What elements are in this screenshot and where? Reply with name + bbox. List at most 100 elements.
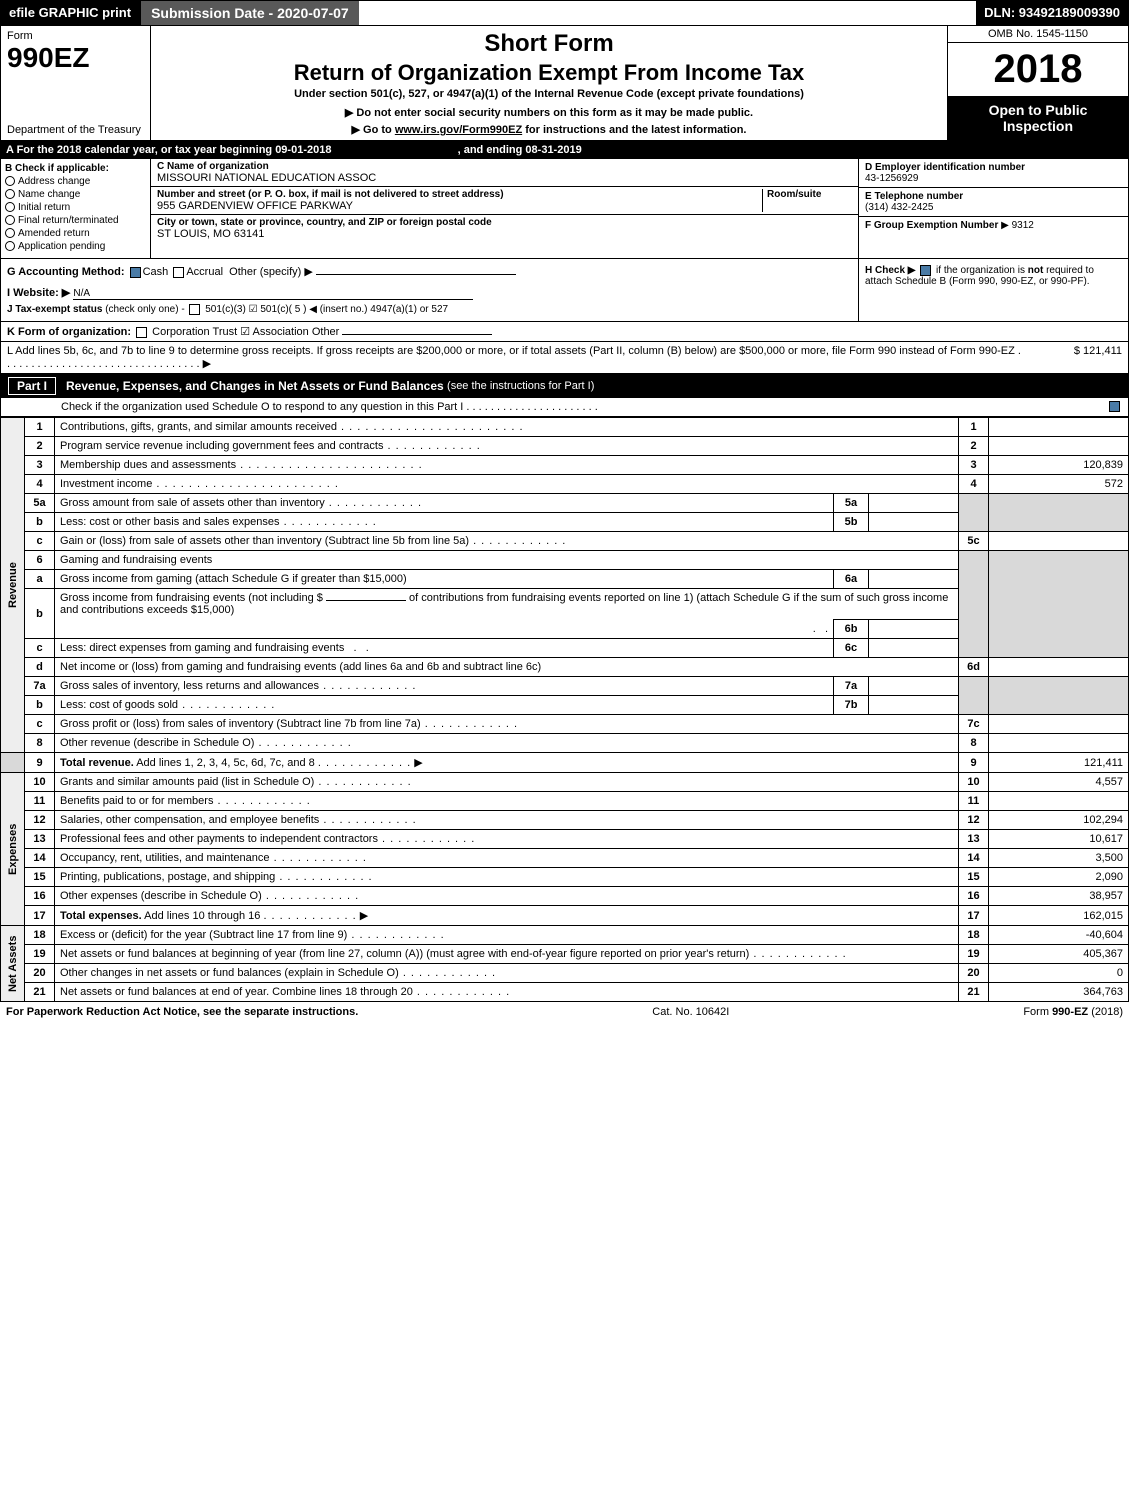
- department: Department of the Treasury: [7, 124, 144, 136]
- b-title: B Check if applicable:: [5, 163, 146, 174]
- j-note: (check only one) -: [105, 304, 184, 315]
- line7c-ln: 7c: [959, 715, 989, 734]
- goto-link[interactable]: www.irs.gov/Form990EZ: [395, 124, 522, 136]
- part1-label: Part I: [8, 377, 56, 395]
- chk-name[interactable]: Name change: [5, 189, 146, 200]
- chk-address[interactable]: Address change: [5, 176, 146, 187]
- check-b-column: B Check if applicable: Address change Na…: [1, 159, 151, 258]
- line8-desc: Other revenue (describe in Schedule O): [55, 734, 959, 753]
- j-501c3[interactable]: [189, 304, 200, 315]
- line11-ln: 11: [959, 792, 989, 811]
- line19-desc: Net assets or fund balances at beginning…: [55, 945, 959, 964]
- line17-amt: 162,015: [989, 906, 1129, 926]
- line7-grey: [959, 677, 989, 715]
- group-exempt-cell: F Group Exemption Number ▶ 9312: [859, 217, 1128, 234]
- efile-print[interactable]: efile GRAPHIC print: [1, 1, 139, 25]
- line6d-num: d: [25, 658, 55, 677]
- form-number: 990EZ: [7, 42, 144, 74]
- line1-desc: Contributions, gifts, grants, and simila…: [55, 418, 959, 437]
- chk-pending[interactable]: Application pending: [5, 241, 146, 252]
- line6c-desc: Less: direct expenses from gaming and fu…: [55, 639, 834, 658]
- line6a-sub: 6a: [834, 570, 869, 589]
- line7a-num: 7a: [25, 677, 55, 696]
- line6b-desc-bot: . .: [55, 620, 834, 639]
- main-title: Return of Organization Exempt From Incom…: [161, 60, 937, 86]
- line6a-subval: [869, 570, 959, 589]
- line6b-subval: [869, 620, 959, 639]
- k-corp[interactable]: [136, 327, 147, 338]
- footer-left: For Paperwork Reduction Act Notice, see …: [6, 1006, 358, 1018]
- line5b-desc: Less: cost or other basis and sales expe…: [55, 513, 834, 532]
- line5a-desc: Gross amount from sale of assets other t…: [55, 494, 834, 513]
- chk-address-label: Address change: [18, 176, 90, 187]
- form-label: Form: [7, 30, 144, 42]
- check-o-box[interactable]: [1109, 401, 1120, 412]
- ein: 43-1256929: [865, 173, 1122, 184]
- line20-ln: 20: [959, 964, 989, 983]
- g-cash-check[interactable]: [130, 267, 141, 278]
- phone-cell: E Telephone number (314) 432-2425: [859, 188, 1128, 217]
- h-box: H Check ▶ if the organization is not req…: [858, 259, 1128, 321]
- h-check[interactable]: [920, 265, 931, 276]
- line21-num: 21: [25, 983, 55, 1002]
- chk-final[interactable]: Final return/terminated: [5, 215, 146, 226]
- check-o-text: Check if the organization used Schedule …: [61, 401, 598, 413]
- line9-ln: 9: [959, 753, 989, 773]
- netassets-side-label: Net Assets: [1, 926, 25, 1002]
- g-other-input[interactable]: [316, 274, 516, 275]
- chk-pending-label: Application pending: [18, 241, 105, 252]
- line12-amt: 102,294: [989, 811, 1129, 830]
- line6-grey: [959, 551, 989, 658]
- line4-desc: Investment income: [55, 475, 959, 494]
- goto-suffix: for instructions and the latest informat…: [522, 124, 746, 136]
- line1-num: 1: [25, 418, 55, 437]
- line4-ln: 4: [959, 475, 989, 494]
- line5c-amt: [989, 532, 1129, 551]
- line16-ln: 16: [959, 887, 989, 906]
- omb-number: OMB No. 1545-1150: [948, 26, 1128, 43]
- line5c-ln: 5c: [959, 532, 989, 551]
- header-center: Short Form Return of Organization Exempt…: [151, 26, 948, 140]
- g-other: Other (specify) ▶: [229, 266, 313, 278]
- line11-num: 11: [25, 792, 55, 811]
- submission-date: Submission Date - 2020-07-07: [139, 1, 359, 25]
- line7c-amt: [989, 715, 1129, 734]
- line5c-num: c: [25, 532, 55, 551]
- line5a-sub: 5a: [834, 494, 869, 513]
- line7b-subval: [869, 696, 959, 715]
- j-label: J Tax-exempt status: [7, 304, 102, 315]
- check-o-row: Check if the organization used Schedule …: [0, 398, 1129, 417]
- website-val[interactable]: N/A: [73, 288, 473, 300]
- g-accrual-check[interactable]: [173, 267, 184, 278]
- chk-initial[interactable]: Initial return: [5, 202, 146, 213]
- line2-desc: Program service revenue including govern…: [55, 437, 959, 456]
- street: 955 GARDENVIEW OFFICE PARKWAY: [157, 200, 762, 212]
- line6a-num: a: [25, 570, 55, 589]
- line19-num: 19: [25, 945, 55, 964]
- line6a-desc: Gross income from gaming (attach Schedul…: [55, 570, 834, 589]
- line18-ln: 18: [959, 926, 989, 945]
- line14-ln: 14: [959, 849, 989, 868]
- chk-amended[interactable]: Amended return: [5, 228, 146, 239]
- gh-row: G Accounting Method: Cash Accrual Other …: [0, 259, 1129, 322]
- line13-amt: 10,617: [989, 830, 1129, 849]
- line6b-blank[interactable]: [326, 600, 406, 601]
- info-center: C Name of organization MISSOURI NATIONAL…: [151, 159, 858, 258]
- line6b-sub: 6b: [834, 620, 869, 639]
- gh-left: G Accounting Method: Cash Accrual Other …: [1, 259, 858, 321]
- line6c-subval: [869, 639, 959, 658]
- line16-desc: Other expenses (describe in Schedule O): [55, 887, 959, 906]
- part1-subtitle: (see the instructions for Part I): [447, 380, 594, 392]
- line2-amt: [989, 437, 1129, 456]
- line9-amt: 121,411: [989, 753, 1129, 773]
- line21-amt: 364,763: [989, 983, 1129, 1002]
- line5c-desc: Gain or (loss) from sale of assets other…: [55, 532, 959, 551]
- k-other-input[interactable]: [342, 334, 492, 335]
- line5b-subval: [869, 513, 959, 532]
- org-name-row: C Name of organization MISSOURI NATIONAL…: [151, 159, 858, 187]
- street-row: Number and street (or P. O. box, if mail…: [151, 187, 858, 215]
- h-label: H Check ▶: [865, 265, 915, 276]
- line16-amt: 38,957: [989, 887, 1129, 906]
- line21-ln: 21: [959, 983, 989, 1002]
- footer-right: Form 990-EZ (2018): [1023, 1006, 1123, 1018]
